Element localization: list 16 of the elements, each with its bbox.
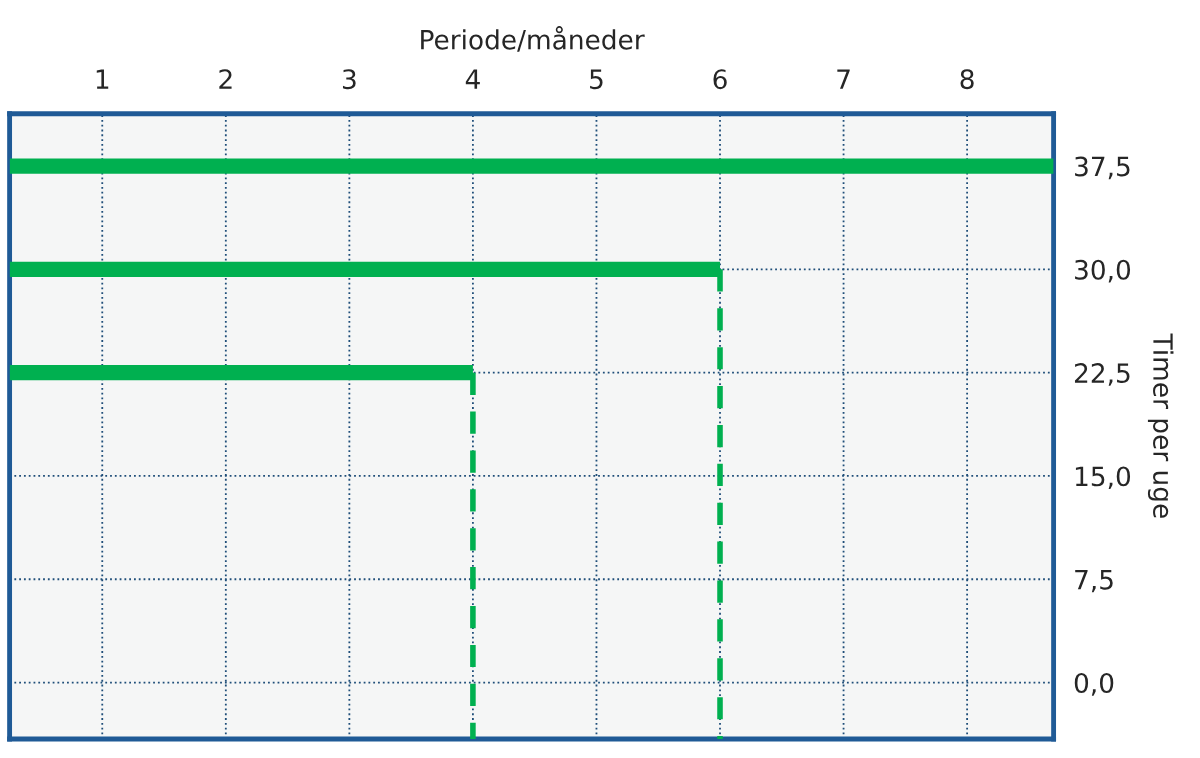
y-tick-label: 30,0 — [1075, 259, 1131, 283]
x-axis-title: Periode/måneder — [421, 26, 645, 52]
x-tick-label: 5 — [590, 69, 603, 90]
x-tick-label: 7 — [837, 69, 850, 89]
x-tick-label: 1 — [96, 69, 109, 89]
y-tick-label: 37,5 — [1075, 156, 1130, 180]
x-tick-label: 8 — [960, 69, 974, 90]
y-tick-label: 7,5 — [1075, 570, 1113, 593]
y-tick-label: 15,0 — [1075, 466, 1131, 490]
x-tick-label: 4 — [465, 69, 480, 89]
x-tick-label: 6 — [713, 69, 727, 90]
x-tick-label: 3 — [342, 69, 356, 90]
y-axis-title: Timer per uge — [1147, 333, 1174, 518]
y-tick-label: 0,0 — [1074, 673, 1114, 696]
x-tick-label: 2 — [219, 69, 232, 89]
y-tick-label: 22,5 — [1074, 363, 1130, 386]
